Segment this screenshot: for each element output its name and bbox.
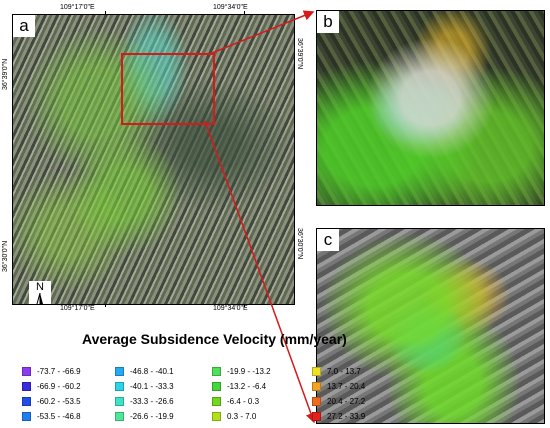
legend-label: -46.8 - -40.1	[130, 366, 174, 376]
panel-label-b: b	[317, 11, 339, 33]
legend-item: 20.4 - 27.2	[312, 395, 365, 407]
legend-swatch	[312, 411, 321, 421]
map-panel-b: b	[316, 10, 545, 206]
legend-label: 0.3 - 7.0	[227, 411, 257, 421]
legend-label: -19.9 - -13.2	[227, 366, 271, 376]
legend-swatch	[212, 381, 221, 391]
tick-mark	[105, 11, 106, 14]
legend-item: -33.3 - -26.6	[115, 395, 174, 407]
legend-swatch	[115, 381, 124, 391]
legend-label: -13.2 - -6.4	[227, 381, 267, 391]
legend-swatch	[212, 411, 221, 421]
legend-label: -53.5 - -46.8	[37, 411, 81, 421]
lat-label-right-top: 36°39'0"N	[296, 38, 303, 70]
legend-swatch	[22, 411, 31, 421]
tick-mark	[244, 304, 245, 307]
legend-swatch	[115, 396, 124, 406]
legend-swatch	[115, 411, 124, 421]
legend-swatch	[22, 381, 31, 391]
legend-item: 7.0 - 13.7	[312, 365, 361, 377]
legend-item: -73.7 - -66.9	[22, 365, 81, 377]
panel-label-c: c	[317, 229, 339, 251]
legend-item: -13.2 - -6.4	[212, 380, 266, 392]
legend-item: -46.8 - -40.1	[115, 365, 174, 377]
legend-item: -6.4 - 0.3	[212, 395, 259, 407]
legend-item: 0.3 - 7.0	[212, 410, 256, 422]
lat-label-right-bottom: 36°30'0"N	[296, 228, 303, 260]
legend-item: -40.1 - -33.3	[115, 380, 174, 392]
legend-item: 13.7 - 20.4	[312, 380, 365, 392]
legend-swatch	[115, 366, 124, 376]
legend-label: -33.3 - -26.6	[130, 396, 174, 406]
legend-item: -66.9 - -60.2	[22, 380, 81, 392]
legend-swatch	[22, 366, 31, 376]
map-panel-c: c	[316, 228, 545, 424]
north-arrow-label: N	[36, 281, 44, 293]
legend-label: -73.7 - -66.9	[37, 366, 81, 376]
legend-label: -6.4 - 0.3	[227, 396, 260, 406]
map-panel-a: a N	[12, 14, 295, 305]
tick-mark	[105, 304, 106, 307]
panel-label-a: a	[13, 15, 35, 37]
legend-label: 13.7 - 20.4	[327, 381, 366, 391]
legend-title: Average Subsidence Velocity (mm/year)	[82, 331, 347, 347]
tick-mark	[244, 11, 245, 14]
legend-item: -60.2 - -53.5	[22, 395, 81, 407]
legend-item: -53.5 - -46.8	[22, 410, 81, 422]
legend-swatch	[212, 366, 221, 376]
inset-extent-box	[121, 53, 215, 125]
legend-label: -40.1 - -33.3	[130, 381, 174, 391]
legend-label: 20.4 - 27.2	[327, 396, 366, 406]
lon-label-top-right: 109°34'0"E	[213, 4, 248, 11]
legend-swatch	[312, 366, 321, 376]
legend-swatch	[22, 396, 31, 406]
legend-label: -60.2 - -53.5	[37, 396, 81, 406]
legend-label: 27.2 - 33.9	[327, 411, 366, 421]
lat-label-left-top: 36°39'0"N	[2, 58, 9, 90]
legend-item: 27.2 - 33.9	[312, 410, 365, 422]
legend-label: -26.6 - -19.9	[130, 411, 174, 421]
lon-label-top-left: 109°17'0"E	[60, 4, 95, 11]
legend-label: -66.9 - -60.2	[37, 381, 81, 391]
north-arrow-icon	[36, 293, 43, 304]
legend-item: -26.6 - -19.9	[115, 410, 174, 422]
legend-label: 7.0 - 13.7	[327, 366, 361, 376]
legend-swatch	[212, 396, 221, 406]
legend-swatch	[312, 381, 321, 391]
lon-label-bottom-left: 109°17'0"E	[60, 305, 95, 312]
legend-swatch	[312, 396, 321, 406]
lon-label-bottom-right: 109°34'0"E	[213, 305, 248, 312]
lat-label-left-bottom: 36°30'0"N	[2, 240, 9, 272]
legend-item: -19.9 - -13.2	[212, 365, 271, 377]
north-arrow: N	[29, 281, 51, 304]
